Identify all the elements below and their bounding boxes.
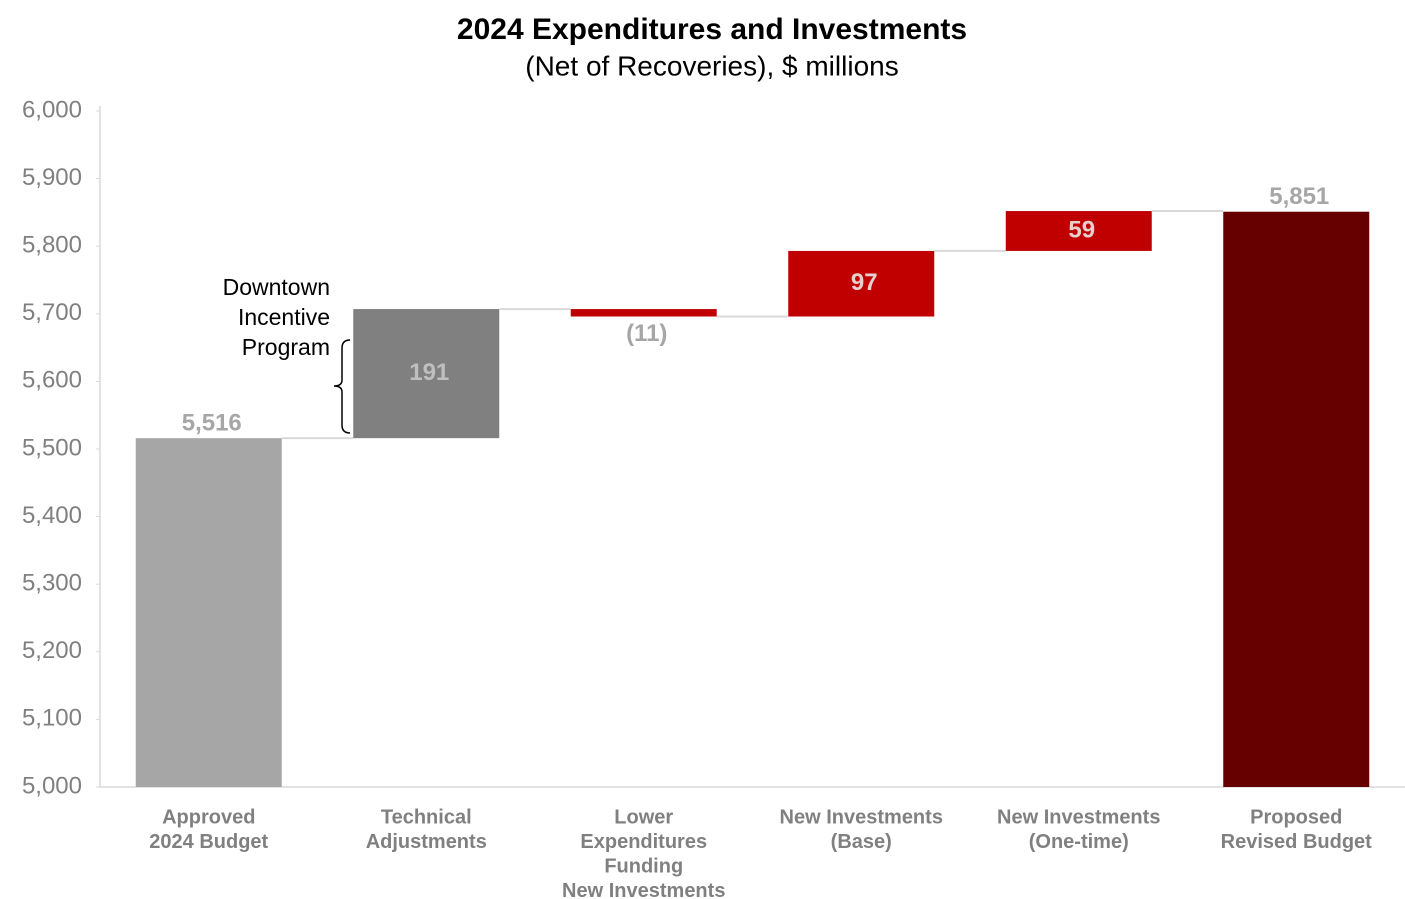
x-tick-label: Funding <box>604 855 683 877</box>
y-tick-label: 5,600 <box>22 367 82 394</box>
x-tick-label: (One-time) <box>1029 831 1129 853</box>
bar <box>1005 211 1152 251</box>
bar <box>1223 211 1370 787</box>
x-tick-label: Proposed <box>1250 806 1342 828</box>
y-tick-label: 5,100 <box>22 705 82 732</box>
y-tick-label: 5,800 <box>22 232 82 259</box>
value-label: 59 <box>1068 216 1095 243</box>
x-tick-label: Approved <box>162 806 255 828</box>
bar <box>788 250 935 317</box>
value-label: (11) <box>626 320 667 347</box>
annotation: Incentive <box>238 304 330 330</box>
x-tick-label: New Investments <box>780 806 943 828</box>
x-tick-label: Adjustments <box>366 831 487 853</box>
y-tick-label: 5,400 <box>22 502 82 529</box>
y-tick-label: 5,200 <box>22 637 82 664</box>
x-tick-label: New Investments <box>997 806 1160 828</box>
annotation: Program <box>242 334 330 360</box>
bar <box>570 309 717 317</box>
x-tick-label: Expenditures <box>580 831 707 853</box>
x-tick-label: New Investments <box>562 880 725 899</box>
x-tick-label: Lower <box>614 806 673 828</box>
bar <box>353 309 500 439</box>
annotation-brace <box>333 339 351 434</box>
value-label: 5,851 <box>1269 183 1329 210</box>
x-tick-label: Revised Budget <box>1221 831 1372 853</box>
y-tick-label: 5,300 <box>22 570 82 597</box>
value-label: 97 <box>851 269 878 296</box>
x-tick-label: Technical <box>381 806 472 828</box>
x-tick-label: (Base) <box>831 831 892 853</box>
y-tick-label: 5,700 <box>22 299 82 326</box>
annotation: Downtown <box>223 274 330 300</box>
y-tick-label: 6,000 <box>22 96 82 123</box>
chart-subtitle: (Net of Recoveries), $ millions <box>525 50 898 81</box>
bar <box>135 438 282 787</box>
x-tick-label: 2024 Budget <box>149 831 268 853</box>
chart-title: 2024 Expenditures and Investments <box>457 13 967 46</box>
value-label: 5,516 <box>182 410 242 437</box>
y-tick-label: 5,500 <box>22 434 82 461</box>
value-label: 191 <box>409 359 449 386</box>
y-tick-label: 5,900 <box>22 164 82 191</box>
y-tick-label: 5,000 <box>22 772 82 799</box>
